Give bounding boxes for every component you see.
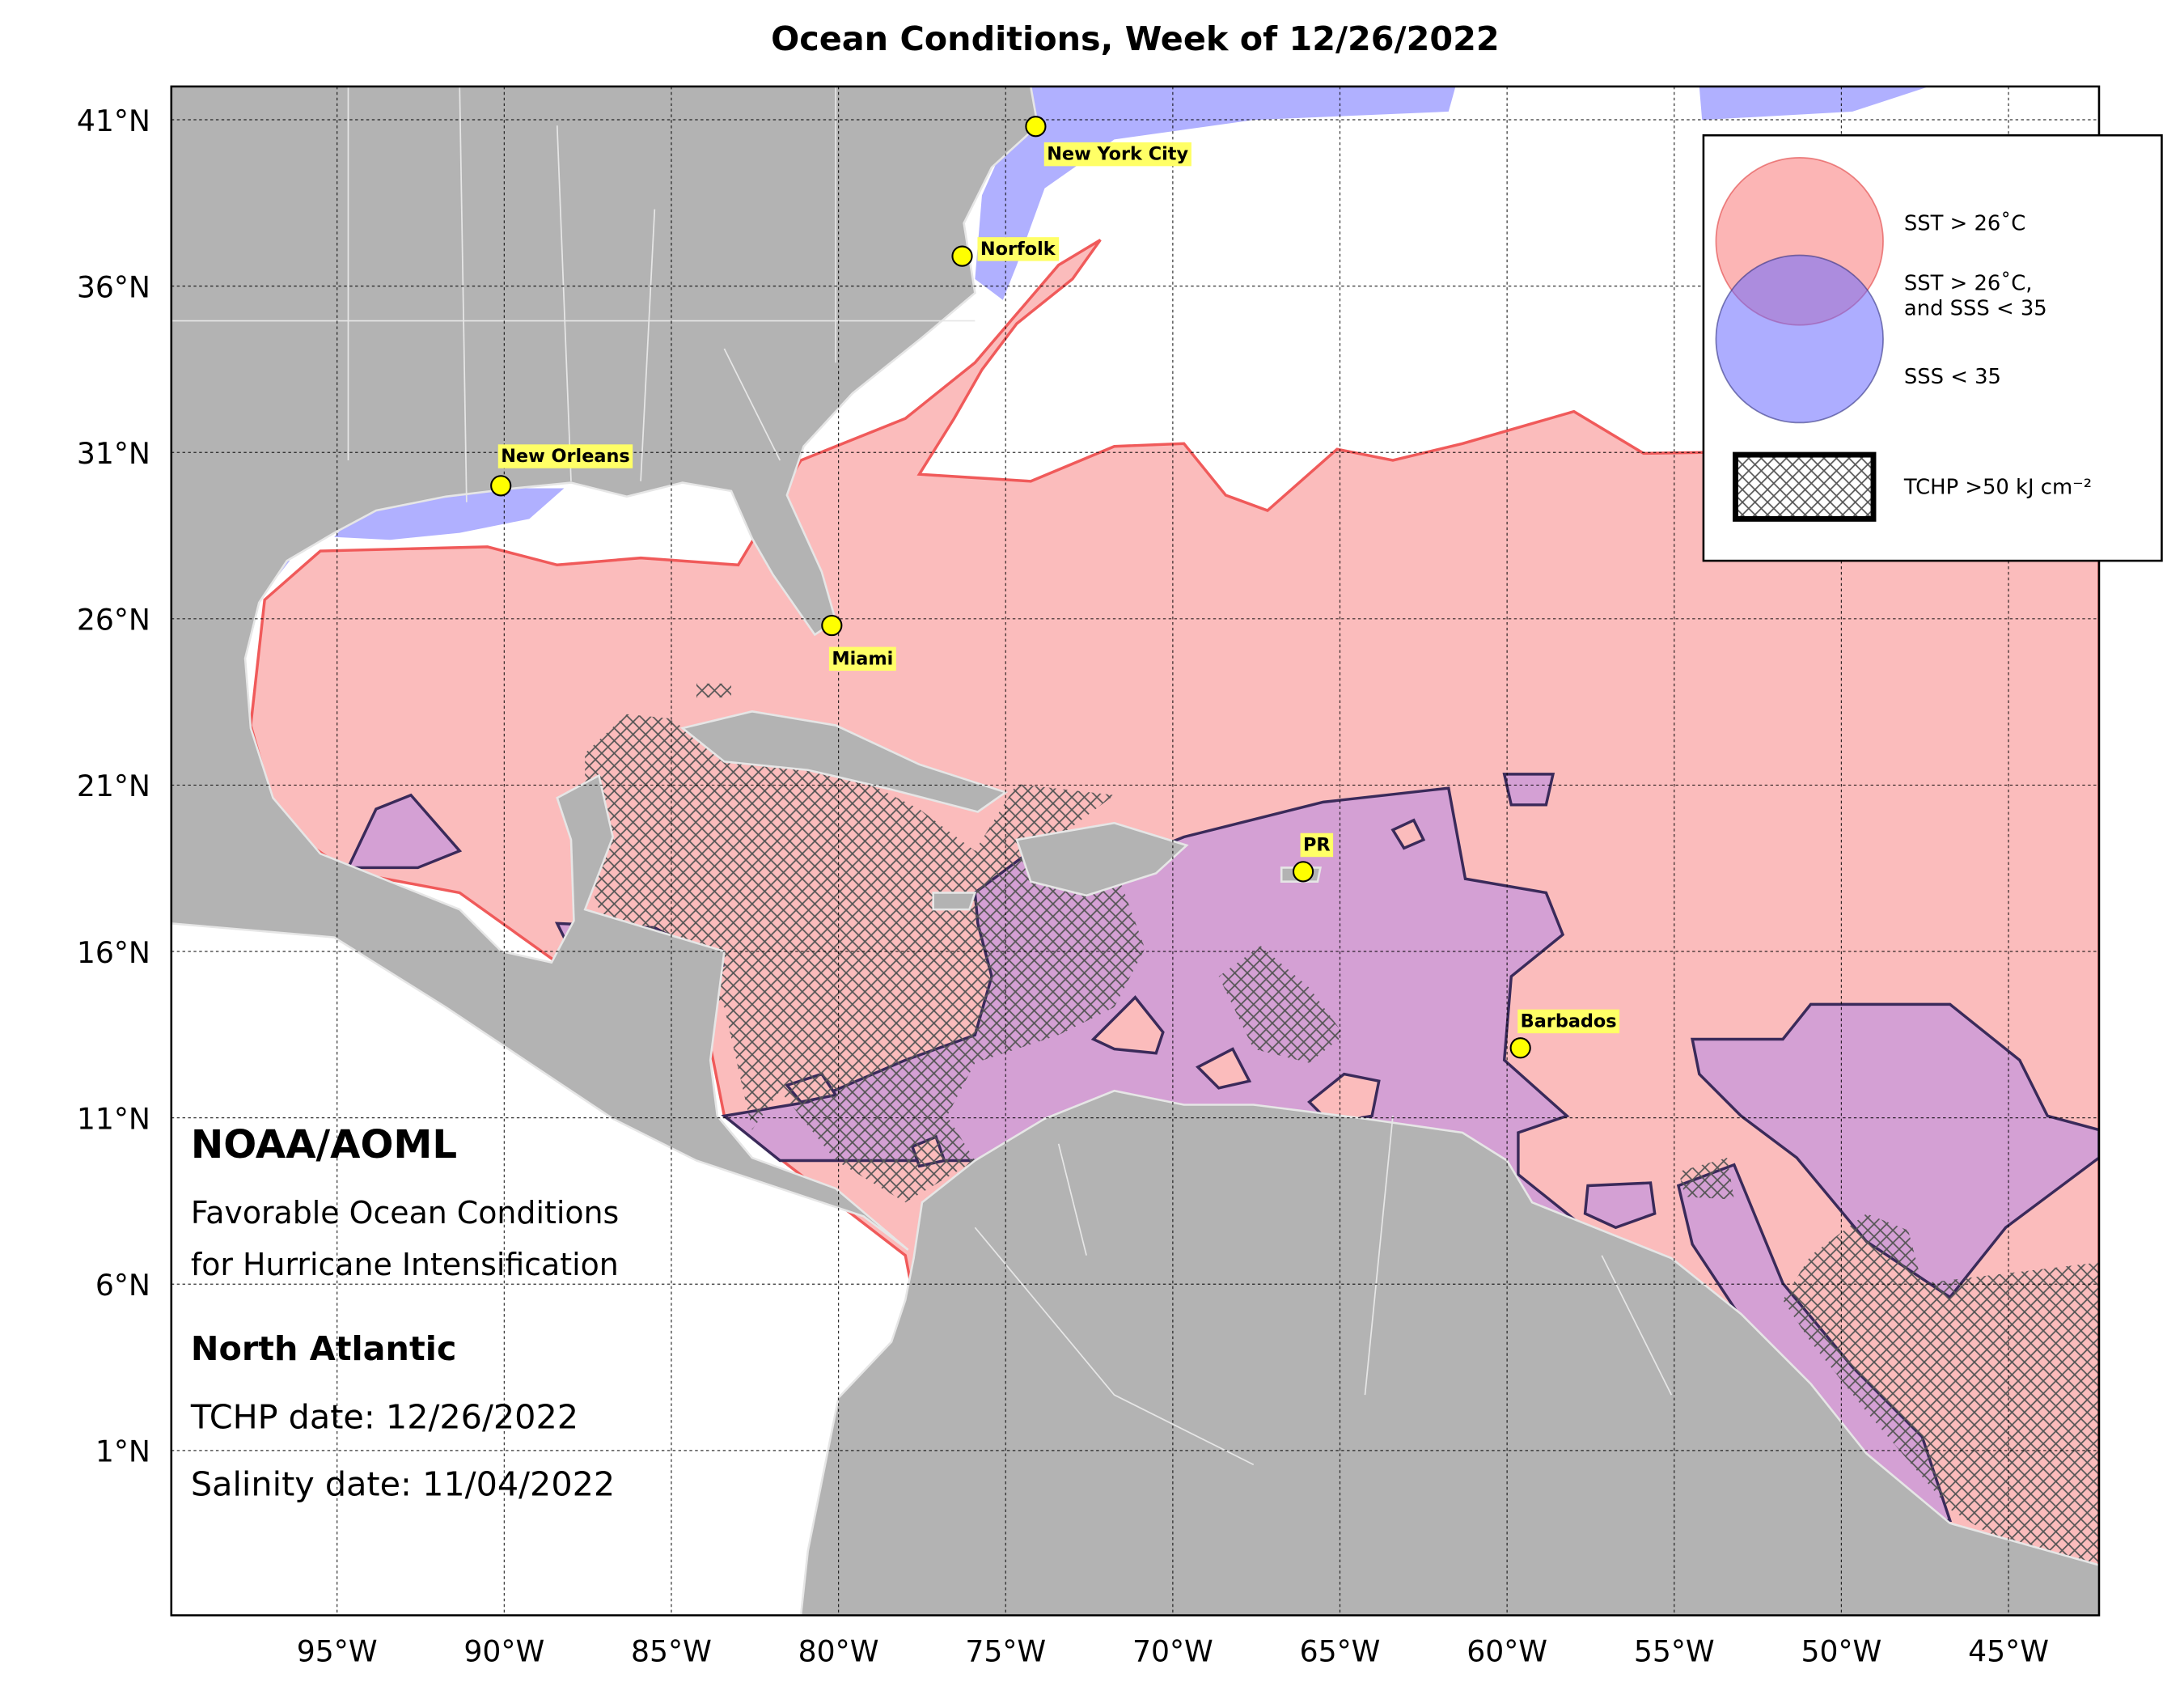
city-label: Miami	[832, 648, 893, 669]
hispaniola	[1015, 821, 1189, 897]
lat-tick-label: 36°N	[77, 269, 150, 304]
city-label-bg	[977, 237, 1060, 261]
sst-island	[1195, 1047, 1252, 1090]
city-label: Norfolk	[980, 239, 1056, 260]
city-label-bg	[1517, 1009, 1620, 1034]
info-subtitle: for Hurricane Intensification	[191, 1247, 619, 1282]
lon-tick-label: 75°W	[965, 1633, 1046, 1668]
lat-tick-label: 21°N	[77, 769, 150, 803]
salinity-date: Salinity date: 11/04/2022	[191, 1464, 615, 1503]
city-marker	[1509, 1037, 1531, 1059]
lat-tick-label: 31°N	[77, 436, 150, 471]
jamaica	[932, 892, 977, 911]
lon-tick-label: 90°W	[463, 1633, 544, 1668]
map-title: Ocean Conditions, Week of 12/26/2022	[771, 19, 1500, 58]
sss-region	[975, 86, 1456, 300]
tchp-region	[585, 714, 1145, 1203]
sst-island	[1090, 995, 1165, 1055]
overlap-region	[1502, 773, 1555, 807]
north-america	[171, 86, 1039, 1251]
borders	[171, 86, 1673, 1466]
lat-tick-label: 16°N	[77, 935, 150, 970]
city-label-bg	[1300, 833, 1334, 858]
lat-tick-label: 1°N	[95, 1434, 150, 1469]
lon-tick-label: 80°W	[798, 1633, 879, 1668]
lon-tick-label: 50°W	[1801, 1633, 1881, 1668]
lat-tick-label: 6°N	[95, 1268, 150, 1303]
city-label: PR	[1303, 834, 1331, 855]
tchp-region	[1783, 1214, 2099, 1579]
legend-label: SST > 26˚C,	[1904, 272, 2033, 296]
legend-sss-swatch	[1715, 254, 1884, 424]
legend-label: and SSS < 35	[1904, 297, 2047, 321]
cuba	[679, 710, 1009, 813]
sss-region	[1699, 86, 1929, 121]
city-label: Barbados	[1521, 1011, 1617, 1032]
overlap-region	[1691, 1002, 2099, 1299]
state-border	[171, 86, 1673, 1466]
city-label-bg	[828, 646, 896, 672]
city-label: New Orleans	[501, 446, 630, 467]
city-marker	[951, 245, 973, 267]
legend-label: SSS < 35	[1904, 365, 2001, 389]
lat-tick-label: 11°N	[77, 1101, 150, 1136]
legend-label: TCHP >50 kJ cm⁻²	[1903, 475, 2092, 499]
org-label: NOAA/AOML	[191, 1122, 457, 1167]
tchp-region	[1678, 1158, 1734, 1200]
south-america	[799, 1089, 2099, 1616]
cities: New York City Norfolk New Orleans Miami PR Ba…	[490, 116, 1620, 1059]
info-subtitle: Favorable Ocean Conditions	[191, 1195, 619, 1231]
overlap-region	[345, 793, 463, 870]
sst-island	[1390, 818, 1426, 850]
tchp-date: TCHP date: 12/26/2022	[190, 1397, 578, 1436]
legend-label: SST > 26˚C	[1904, 211, 2025, 235]
map-frame	[170, 85, 2101, 1616]
tchp-regions	[585, 683, 2099, 1579]
lon-tick-label: 70°W	[1132, 1633, 1213, 1668]
lon-tick-label: 45°W	[1968, 1633, 2049, 1668]
city-marker	[821, 614, 843, 637]
city-marker	[490, 475, 512, 497]
region-label: North Atlantic	[191, 1329, 456, 1368]
tchp-region	[696, 683, 732, 698]
info-block: NOAA/AOML Favorable Ocean Conditions for…	[190, 1122, 619, 1503]
city-label: New York City	[1047, 144, 1188, 165]
overlap-region	[1583, 1181, 1657, 1230]
city-marker	[1292, 861, 1314, 883]
lon-tick-label: 95°W	[297, 1633, 378, 1668]
city-label-bg	[1043, 142, 1191, 167]
legend: SST > 26˚C SST > 26˚C, and SSS < 35 SSS …	[1702, 133, 2163, 562]
land	[171, 86, 2099, 1616]
tick-labels: 41°N 36°N 31°N 26°N 21°N 16°N 11°N 6°N 1°N 95°W 90…	[77, 104, 2049, 1669]
lon-tick-label: 85°W	[631, 1633, 712, 1668]
city-marker	[1025, 116, 1047, 138]
lon-tick-label: 65°W	[1300, 1633, 1381, 1668]
lon-tick-label: 60°W	[1467, 1633, 1547, 1668]
city-label-bg	[497, 444, 633, 468]
lat-tick-label: 26°N	[77, 603, 150, 638]
tchp-region	[1218, 945, 1344, 1063]
lon-tick-label: 55°W	[1634, 1633, 1715, 1668]
graticule	[171, 86, 2099, 1616]
legend-tchp-swatch	[1733, 451, 1877, 522]
lat-tick-label: 41°N	[77, 104, 150, 138]
